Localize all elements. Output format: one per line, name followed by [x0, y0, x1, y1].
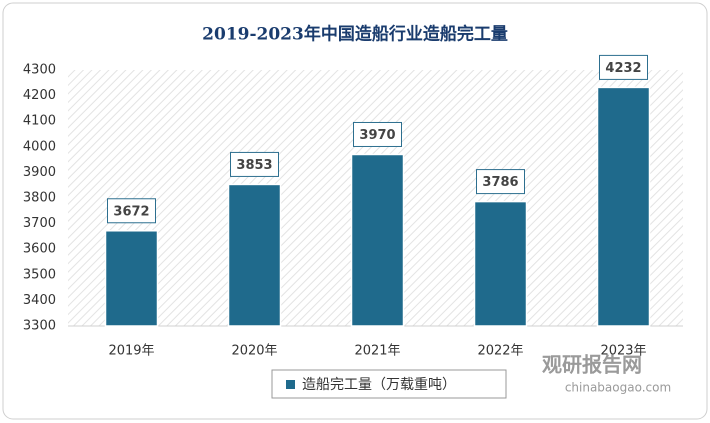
chart-title: 2019-2023年中国造船行业造船完工量 [202, 24, 508, 45]
legend-swatch [286, 380, 295, 389]
y-tick-label: 4300 [23, 63, 56, 78]
bar [104, 230, 159, 327]
y-tick-label: 3500 [23, 267, 56, 282]
y-tick-label: 4200 [23, 88, 56, 103]
value-label-box [107, 198, 156, 224]
x-tick-label: 2023年 [600, 344, 646, 359]
value-label-box [353, 121, 402, 147]
y-tick-label: 4000 [23, 139, 56, 154]
y-tick-label: 3700 [23, 216, 56, 231]
y-tick-label: 3800 [23, 191, 56, 206]
value-label: 3786 [482, 175, 518, 190]
y-tick-label: 3300 [23, 319, 56, 334]
value-label: 3853 [236, 158, 272, 173]
value-label-box [230, 151, 279, 177]
bar [227, 183, 282, 327]
y-tick-label: 4100 [23, 114, 56, 129]
value-label: 4232 [605, 61, 641, 76]
bar [473, 200, 528, 327]
bar [596, 86, 651, 327]
x-tick-label: 2019年 [108, 344, 154, 359]
y-tick-label: 3600 [23, 242, 56, 257]
value-label: 3970 [359, 128, 395, 143]
x-tick-label: 2022年 [477, 344, 523, 359]
value-label: 3672 [113, 204, 149, 219]
legend-box [271, 369, 507, 399]
x-tick-label: 2021年 [354, 344, 400, 359]
watermark: 观研报告网 [542, 353, 642, 377]
watermark-url: chinabaogao.com [565, 381, 671, 395]
legend-label: 造船完工量（万载重吨） [302, 377, 456, 393]
value-label-box [599, 54, 648, 80]
x-tick-label: 2020年 [231, 344, 277, 359]
y-tick-label: 3400 [23, 293, 56, 308]
y-tick-label: 3900 [23, 165, 56, 180]
bar [350, 153, 405, 327]
value-label-box [476, 169, 525, 195]
